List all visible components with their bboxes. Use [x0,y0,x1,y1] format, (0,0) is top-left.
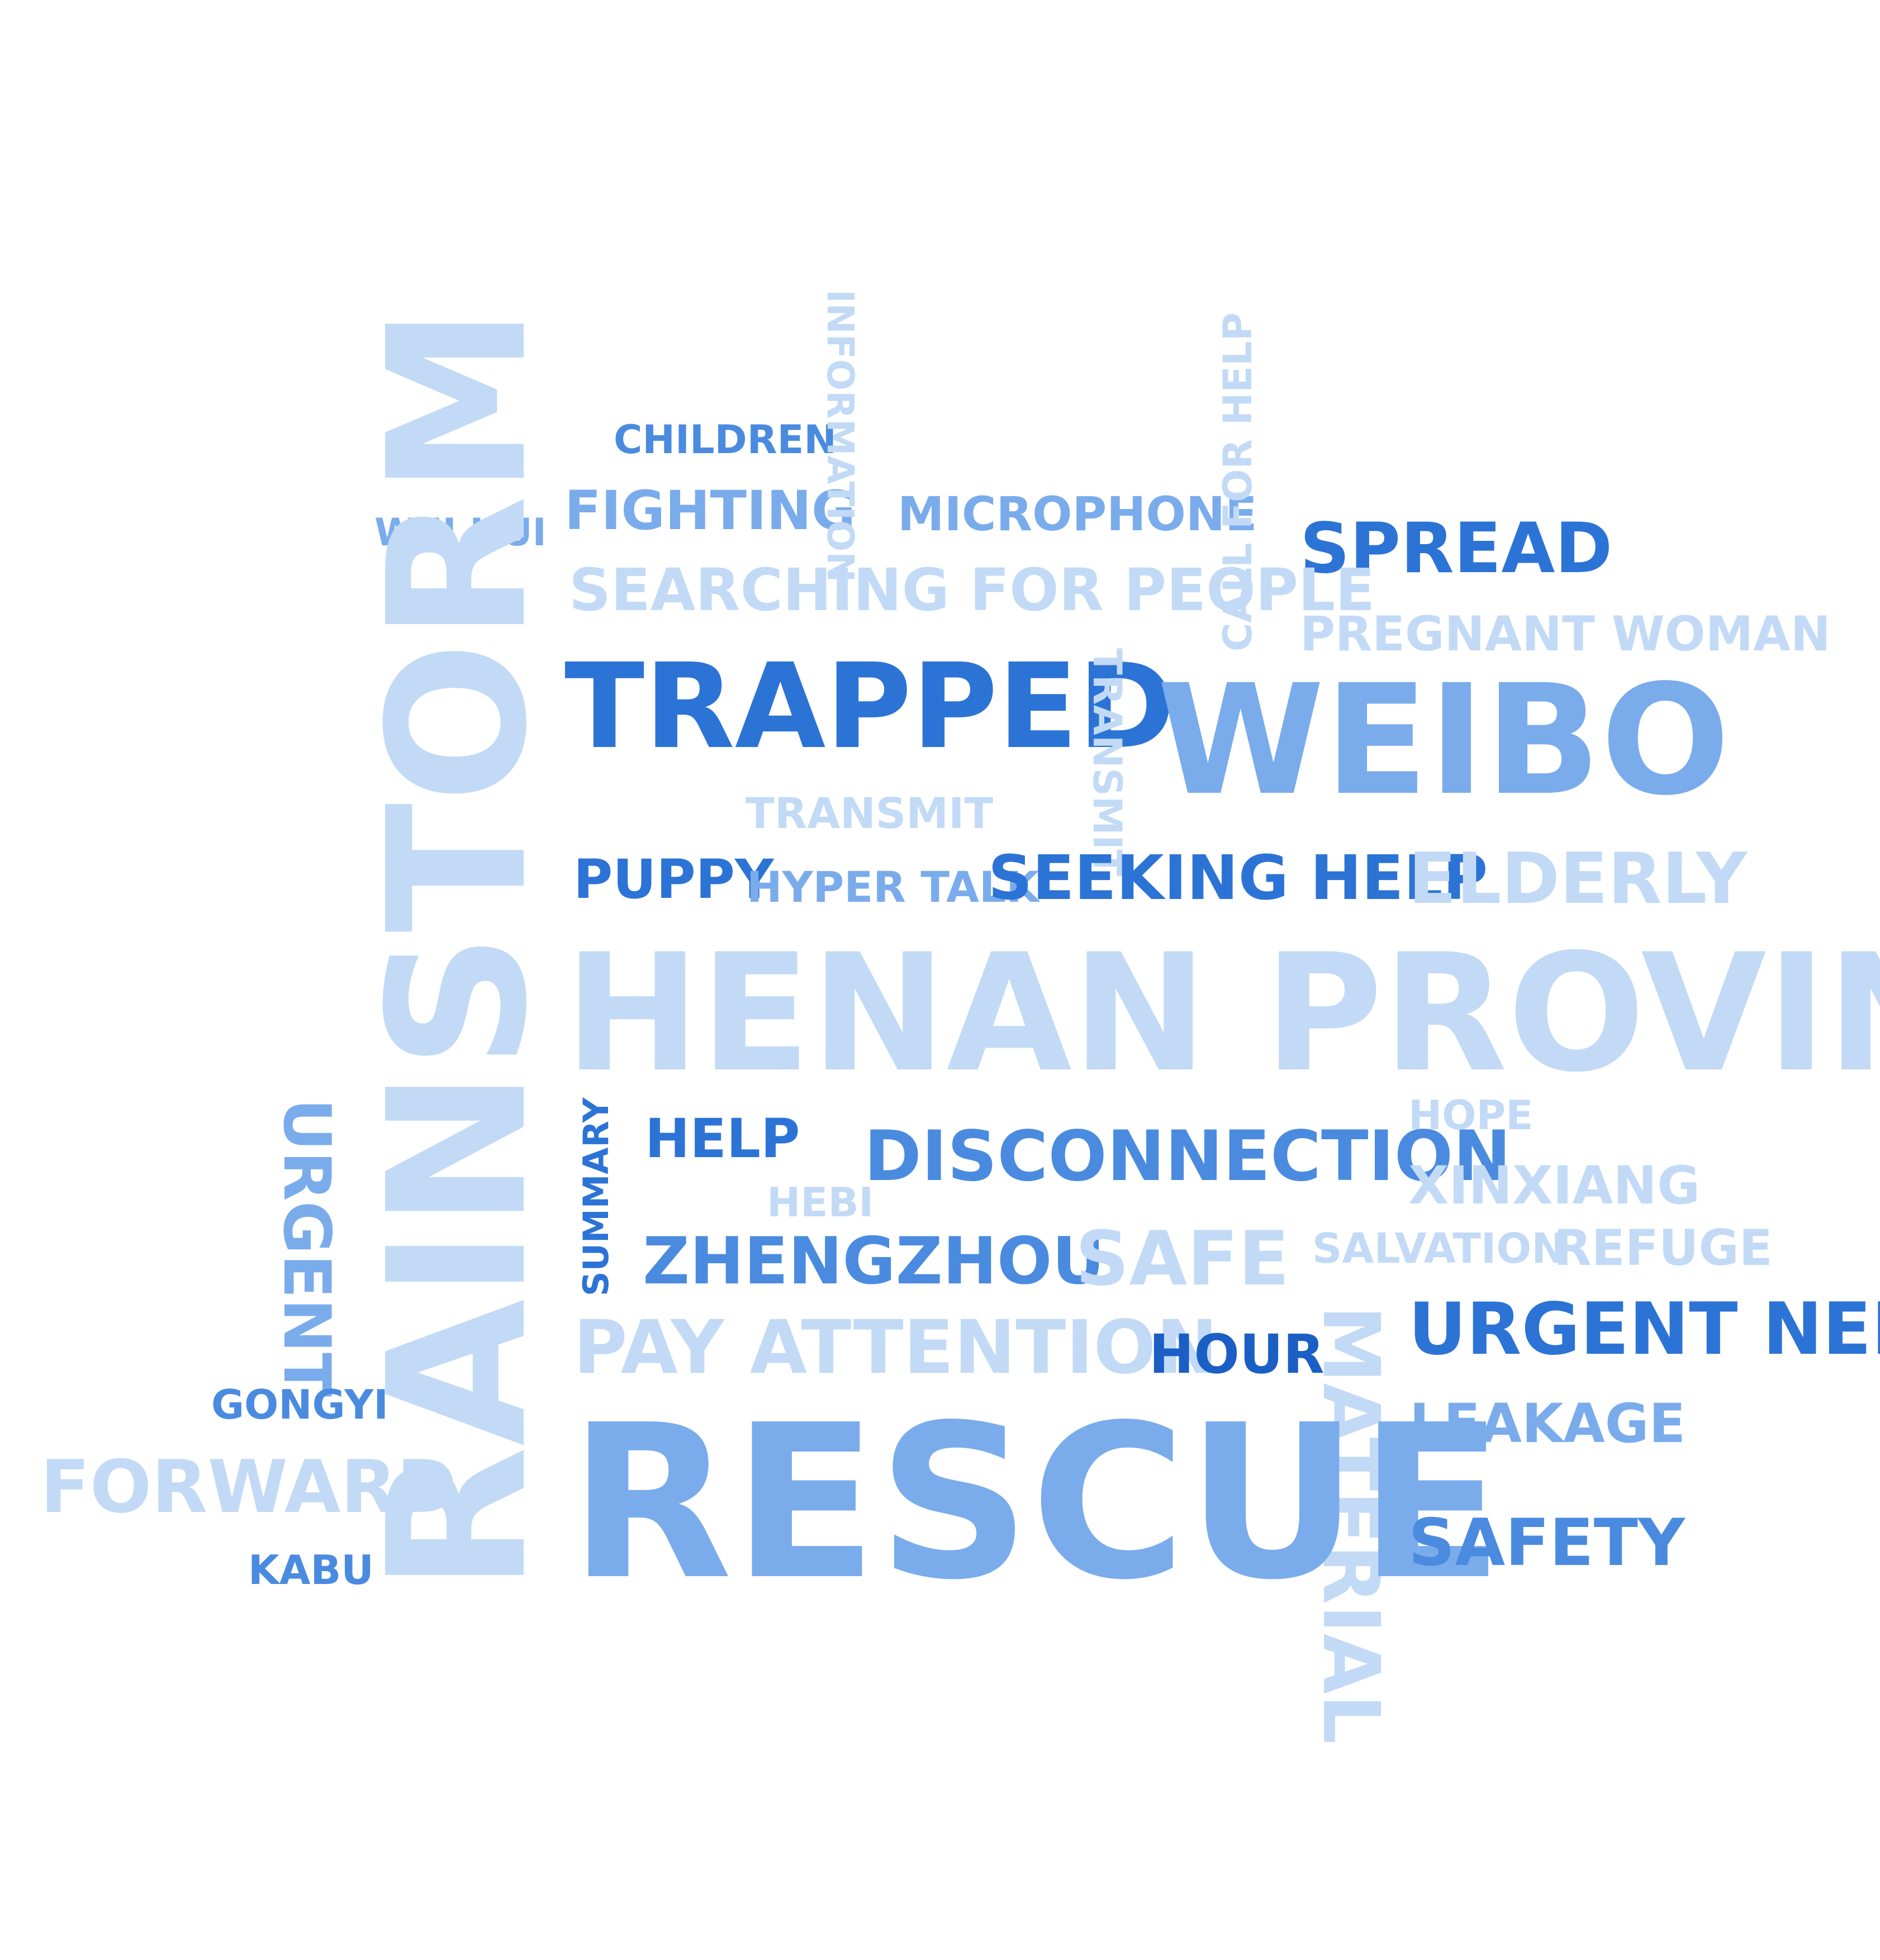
word-disconnection: DISCONNECTION [864,1116,1511,1197]
word-children: CHILDREN [614,417,837,463]
word-information: INFORMATION [819,289,862,583]
word-safe: SAFE [1075,1215,1290,1302]
word-elderly: ELDERLY [1408,838,1747,920]
word-rescue: RESCUE [569,1379,1504,1626]
word-refuge: REFUGE [1554,1219,1773,1277]
word-forward: FORWARD [40,1444,457,1529]
word-summary: SUMMARY [576,1097,616,1296]
word-salvation: SALVATION [1312,1225,1566,1273]
word-wei-hui: WEI HUI [374,511,547,555]
word-help: HELP [645,1107,800,1170]
word-microphone: MICROPHONE [898,487,1257,541]
word-safety: SAFETY [1408,1505,1685,1581]
word-weibo: WEIBO [1157,653,1730,829]
word-puppy: PUPPY [573,848,774,911]
word-urgent-need: URGENT NEED [1408,1288,1880,1371]
word-searching-for-people: SEARCHING FOR PEOPLE [569,556,1375,624]
word-pay-attention: PAY ATTENTION [573,1305,1218,1391]
word-transmit: TRANSMIT [746,788,994,838]
word-zhengzhou: ZHENGZHOU [643,1224,1105,1299]
word-gongyi: GONGYI [211,1381,389,1428]
word-seeking-help: SEEKING HELP [988,842,1488,914]
word-hope: HOPE [1408,1092,1534,1139]
word-hour: HOUR [1149,1323,1324,1386]
word-trapped: TRAPPED [564,638,1176,775]
word-xinxiang: XINXIANG [1408,1155,1701,1216]
word-pregnant-woman: PREGNANT WOMAN [1300,606,1831,662]
word-henan-province: HENAN PROVINCE [564,920,1880,1108]
word-hebi: HEBI [767,1179,874,1226]
word-leakage: LEAKAGE [1409,1392,1686,1455]
word-kabu: KABU [248,1547,374,1593]
word-rainstorm: RAINSTORM [348,306,569,1592]
word-spread: SPREAD [1300,508,1613,589]
word-hyper-talk: HYPER TALK [747,862,1039,912]
word-urgent: URGENT [269,1098,344,1397]
word-fighting: FIGHTING [564,479,856,542]
